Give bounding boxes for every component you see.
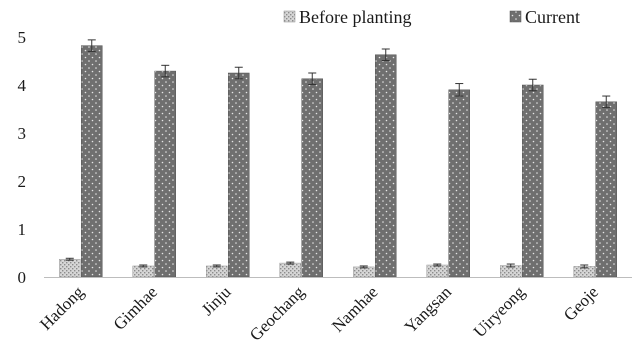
bar-current-yangsan — [448, 89, 470, 278]
y-tick-label: 1 — [18, 220, 27, 239]
bars — [59, 39, 617, 278]
x-tick-label: Geochang — [246, 282, 309, 345]
y-tick-label: 5 — [18, 28, 27, 47]
x-tick-label: Geoje — [560, 282, 602, 324]
legend-swatch-before-planting — [283, 10, 296, 23]
legend-label-before-planting: Before planting — [299, 7, 411, 27]
x-axis-labels: Hadong Gimhae Jinju Geochang Namhae Yangsan Ui… — [36, 282, 602, 345]
x-tick-label: Gimhae — [110, 282, 161, 333]
legend-swatch-current — [509, 10, 522, 23]
bar-current-geoje — [595, 101, 617, 278]
y-tick-label: 0 — [18, 268, 27, 287]
bar-before-planting-namhae — [353, 266, 375, 278]
legend: Before planting Current — [283, 7, 580, 27]
x-tick-label: Jinju — [198, 282, 235, 319]
bar-current-namhae — [375, 54, 397, 278]
x-tick-label: Uiryeong — [470, 282, 529, 341]
bar-before-planting-geochang — [279, 262, 301, 278]
y-axis-ticks: 0 1 2 3 4 5 — [18, 28, 27, 287]
bar-current-hadong — [81, 45, 103, 278]
bar-before-planting-jinju — [206, 265, 228, 278]
bar-before-planting-hadong — [59, 258, 81, 278]
bar-current-jinju — [228, 72, 250, 278]
bar-current-uiryeong — [522, 84, 544, 278]
y-tick-label: 3 — [18, 124, 27, 143]
bar-before-planting-yangsan — [426, 264, 448, 278]
bar-before-planting-gimhae — [132, 265, 154, 278]
x-tick-label: Namhae — [328, 282, 381, 335]
bar-current-gimhae — [154, 70, 176, 278]
bar-current-geochang — [301, 78, 323, 278]
legend-label-current: Current — [525, 7, 580, 27]
y-tick-label: 4 — [18, 76, 27, 95]
y-tick-label: 2 — [18, 172, 27, 191]
x-tick-label: Yangsan — [401, 282, 456, 337]
x-tick-label: Hadong — [36, 282, 88, 334]
